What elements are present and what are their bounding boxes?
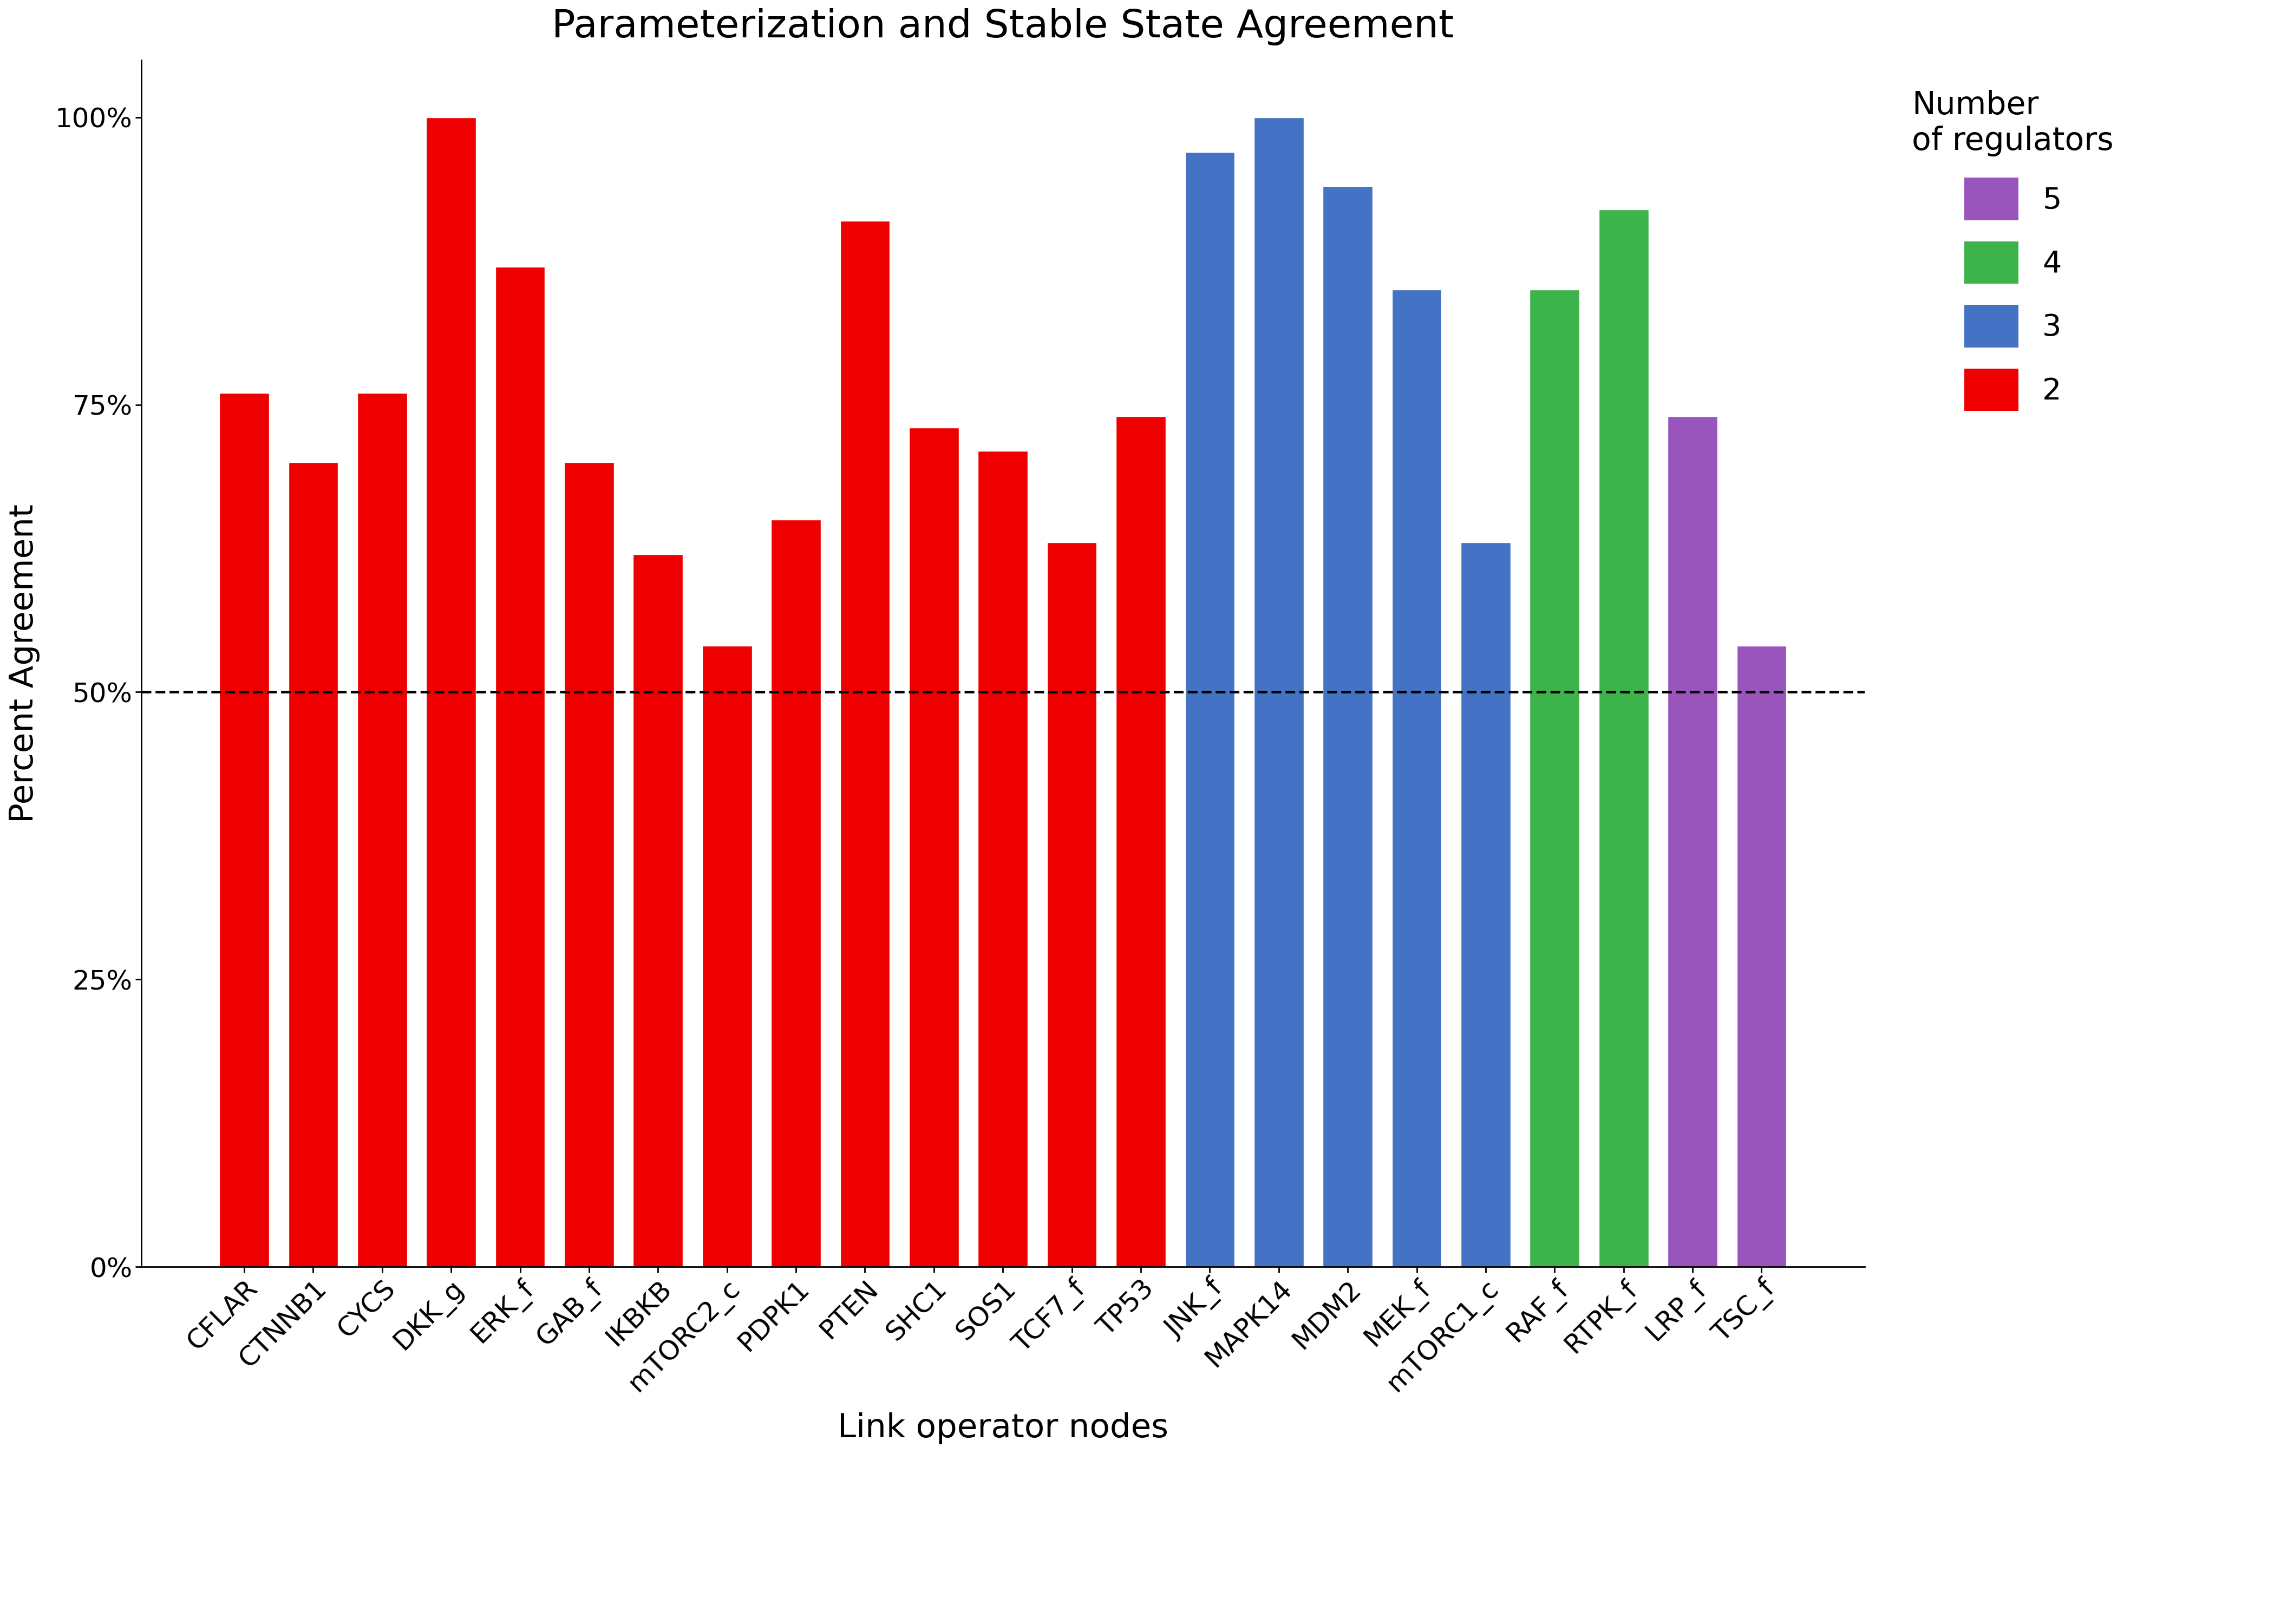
Bar bbox=[1530, 289, 1580, 1267]
Bar bbox=[1737, 646, 1787, 1267]
Bar bbox=[1046, 542, 1096, 1267]
Bar bbox=[289, 463, 339, 1267]
Bar bbox=[1117, 416, 1167, 1267]
Bar bbox=[496, 266, 546, 1267]
Bar bbox=[1323, 187, 1373, 1267]
Bar bbox=[703, 646, 753, 1267]
Bar bbox=[839, 221, 889, 1267]
Bar bbox=[564, 463, 614, 1267]
Legend: 5, 4, 3, 2: 5, 4, 3, 2 bbox=[1897, 75, 2128, 425]
Bar bbox=[771, 520, 821, 1267]
Bar bbox=[1667, 416, 1717, 1267]
Bar bbox=[1460, 542, 1510, 1267]
Bar bbox=[910, 427, 960, 1267]
Bar bbox=[632, 554, 682, 1267]
X-axis label: Link operator nodes: Link operator nodes bbox=[837, 1413, 1169, 1444]
Bar bbox=[1253, 117, 1303, 1267]
Bar bbox=[218, 393, 268, 1267]
Bar bbox=[1185, 153, 1235, 1267]
Bar bbox=[978, 451, 1028, 1267]
Bar bbox=[425, 117, 475, 1267]
Bar bbox=[357, 393, 407, 1267]
Y-axis label: Percent Agreement: Percent Agreement bbox=[9, 503, 41, 823]
Bar bbox=[1599, 209, 1649, 1267]
Title: Parameterization and Stable State Agreement: Parameterization and Stable State Agreem… bbox=[553, 8, 1453, 45]
Bar bbox=[1392, 289, 1442, 1267]
